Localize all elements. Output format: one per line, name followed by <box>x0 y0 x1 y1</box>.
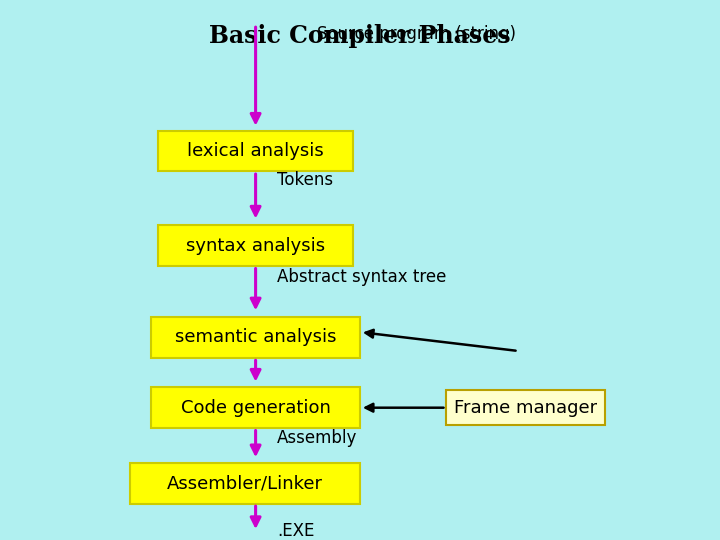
Text: Assembly: Assembly <box>277 429 358 447</box>
Text: Source program (string): Source program (string) <box>317 25 516 43</box>
FancyBboxPatch shape <box>151 388 360 428</box>
Text: lexical analysis: lexical analysis <box>187 142 324 160</box>
Text: Abstract syntax tree: Abstract syntax tree <box>277 268 446 286</box>
FancyBboxPatch shape <box>151 317 360 357</box>
Text: Basic Compiler Phases: Basic Compiler Phases <box>210 24 510 48</box>
FancyBboxPatch shape <box>130 463 360 503</box>
FancyBboxPatch shape <box>158 131 353 172</box>
Text: Code generation: Code generation <box>181 399 330 417</box>
Text: .EXE: .EXE <box>277 522 315 540</box>
FancyBboxPatch shape <box>446 390 605 426</box>
Text: syntax analysis: syntax analysis <box>186 237 325 255</box>
Text: semantic analysis: semantic analysis <box>175 328 336 347</box>
Text: Tokens: Tokens <box>277 171 333 189</box>
FancyBboxPatch shape <box>158 226 353 266</box>
Text: Frame manager: Frame manager <box>454 399 597 417</box>
Text: Assembler/Linker: Assembler/Linker <box>167 474 323 492</box>
